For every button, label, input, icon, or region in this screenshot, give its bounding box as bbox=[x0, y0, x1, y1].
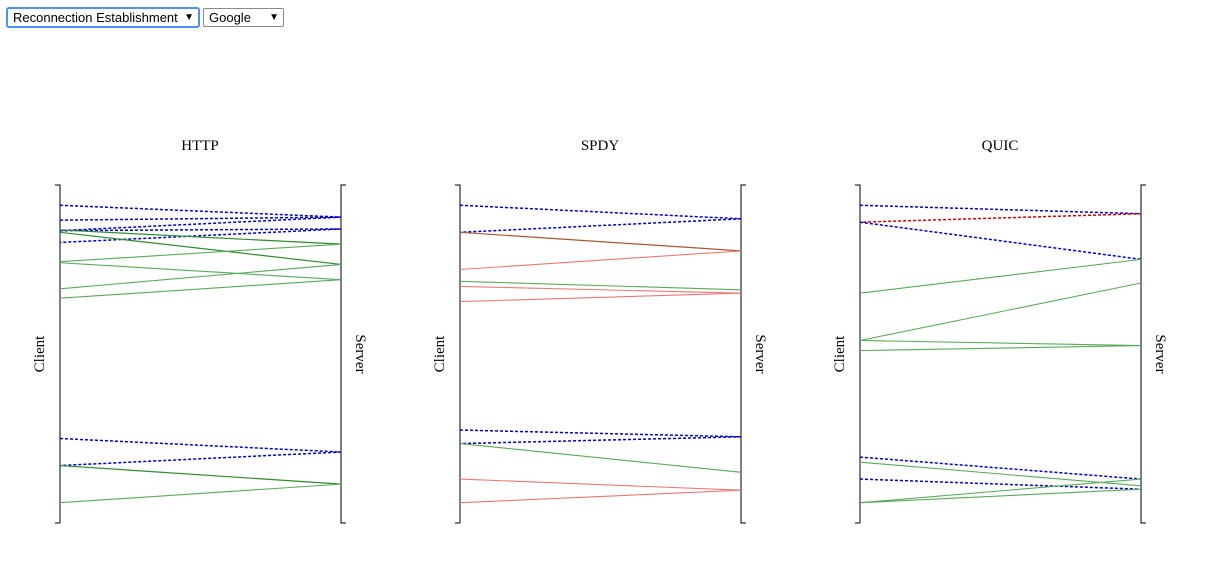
message-line bbox=[59, 216, 342, 232]
server-axis bbox=[1140, 184, 1146, 524]
client-axis bbox=[455, 184, 461, 524]
message-line bbox=[459, 429, 742, 438]
message-line bbox=[59, 229, 342, 245]
server-label: Server bbox=[352, 334, 368, 373]
diagram-title: SPDY bbox=[581, 138, 620, 154]
message-line bbox=[859, 221, 1142, 261]
message-line bbox=[59, 262, 342, 281]
message-line bbox=[859, 258, 1142, 294]
message-line bbox=[859, 345, 1142, 352]
message-line bbox=[859, 212, 1142, 223]
message-line bbox=[459, 280, 742, 291]
client-axis bbox=[55, 184, 61, 524]
message-line bbox=[59, 228, 342, 244]
diagram-http: HTTP Client Server bbox=[32, 138, 368, 524]
message-line bbox=[859, 461, 1142, 487]
message-line bbox=[59, 231, 342, 266]
message-line bbox=[459, 436, 742, 445]
message-line bbox=[459, 285, 742, 294]
message-line bbox=[859, 456, 1142, 480]
message-line bbox=[859, 488, 1142, 504]
message-line bbox=[59, 228, 342, 232]
message-line bbox=[459, 204, 742, 220]
message-line bbox=[59, 451, 342, 467]
message-line bbox=[59, 437, 342, 453]
message-line bbox=[859, 478, 1142, 490]
message-line bbox=[459, 292, 742, 303]
diagram-title: HTTP bbox=[181, 138, 219, 154]
scenario-select[interactable]: Reconnection Establishment ▼ bbox=[7, 8, 199, 27]
client-label: Client bbox=[832, 335, 848, 372]
scenario-select-value: Reconnection Establishment bbox=[13, 10, 178, 25]
message-line bbox=[59, 204, 342, 218]
message-line bbox=[859, 339, 1142, 347]
message-line bbox=[59, 279, 342, 299]
chevron-down-icon: ▼ bbox=[269, 12, 279, 23]
diagram-spdy: SPDY Client Server bbox=[432, 138, 768, 524]
message-line bbox=[459, 218, 742, 234]
message-line bbox=[859, 204, 1142, 215]
client-label: Client bbox=[432, 335, 448, 372]
message-line bbox=[859, 478, 1142, 504]
message-line bbox=[59, 483, 342, 504]
message-line bbox=[859, 282, 1142, 342]
site-select-value: Google bbox=[209, 10, 251, 25]
message-line bbox=[459, 250, 742, 271]
server-axis bbox=[340, 184, 346, 524]
client-axis bbox=[855, 184, 861, 524]
server-axis bbox=[740, 184, 746, 524]
controls-bar: Reconnection Establishment ▼ Google ▼ bbox=[7, 8, 284, 27]
message-line bbox=[59, 263, 342, 290]
diagram-quic: QUIC Client Server bbox=[832, 138, 1168, 524]
chevron-down-icon: ▼ bbox=[184, 12, 194, 23]
site-select[interactable]: Google ▼ bbox=[203, 8, 284, 27]
server-label: Server bbox=[752, 334, 768, 373]
diagram-title: QUIC bbox=[982, 138, 1019, 154]
message-line bbox=[59, 216, 342, 221]
message-line bbox=[459, 443, 742, 473]
message-line bbox=[459, 489, 742, 504]
message-line bbox=[59, 243, 342, 263]
server-label: Server bbox=[1152, 334, 1168, 373]
message-line bbox=[59, 464, 342, 485]
client-label: Client bbox=[32, 335, 48, 372]
message-line bbox=[459, 231, 742, 252]
message-line bbox=[459, 478, 742, 491]
